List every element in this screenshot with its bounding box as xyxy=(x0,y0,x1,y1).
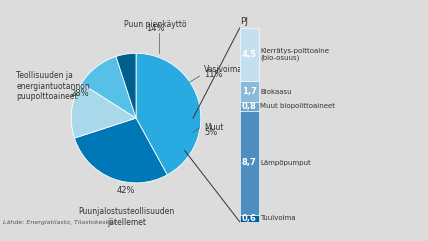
Text: Teollisuuden ja
energiantuotannon
puupolttoaineet: Teollisuuden ja energiantuotannon puupol… xyxy=(16,71,90,101)
Text: 5%: 5% xyxy=(204,128,217,137)
Text: Tuulvoima: Tuulvoima xyxy=(260,215,296,221)
Bar xyxy=(240,111,259,214)
Text: Puunjalostusteollisuuden
jätellemet: Puunjalostusteollisuuden jätellemet xyxy=(78,208,175,227)
Text: 8,7: 8,7 xyxy=(242,158,256,167)
Text: Biokaasu: Biokaasu xyxy=(260,88,292,94)
Text: 28%: 28% xyxy=(70,89,89,98)
Wedge shape xyxy=(81,56,136,118)
Text: 14%: 14% xyxy=(146,24,165,33)
Text: Muut biopolittoaineet: Muut biopolittoaineet xyxy=(260,103,336,109)
Text: Kierrätys-polttoaine
(bio-osuus): Kierrätys-polttoaine (bio-osuus) xyxy=(260,48,330,61)
Bar xyxy=(240,214,259,222)
Text: 11%: 11% xyxy=(204,70,223,79)
Bar xyxy=(240,81,259,102)
Wedge shape xyxy=(71,83,136,138)
Text: PJ: PJ xyxy=(240,17,248,26)
Bar xyxy=(240,102,259,111)
Wedge shape xyxy=(74,118,167,183)
Text: Lähde: Energiatilasto, Tilastokeskus: Lähde: Energiatilasto, Tilastokeskus xyxy=(3,220,117,225)
Text: Muut: Muut xyxy=(204,123,223,132)
Text: Vesivoima: Vesivoima xyxy=(204,65,243,74)
Text: Lämpöpumput: Lämpöpumput xyxy=(260,160,311,166)
Text: 0,8: 0,8 xyxy=(242,102,256,111)
Text: 0,6: 0,6 xyxy=(242,214,256,223)
Text: 4,5: 4,5 xyxy=(241,50,257,59)
Text: Puun pienkäyttö: Puun pienkäyttö xyxy=(124,20,187,29)
Bar xyxy=(240,28,259,81)
Text: 42%: 42% xyxy=(117,186,136,195)
Wedge shape xyxy=(136,53,201,175)
Text: 1,7: 1,7 xyxy=(242,87,256,96)
Wedge shape xyxy=(116,53,136,118)
